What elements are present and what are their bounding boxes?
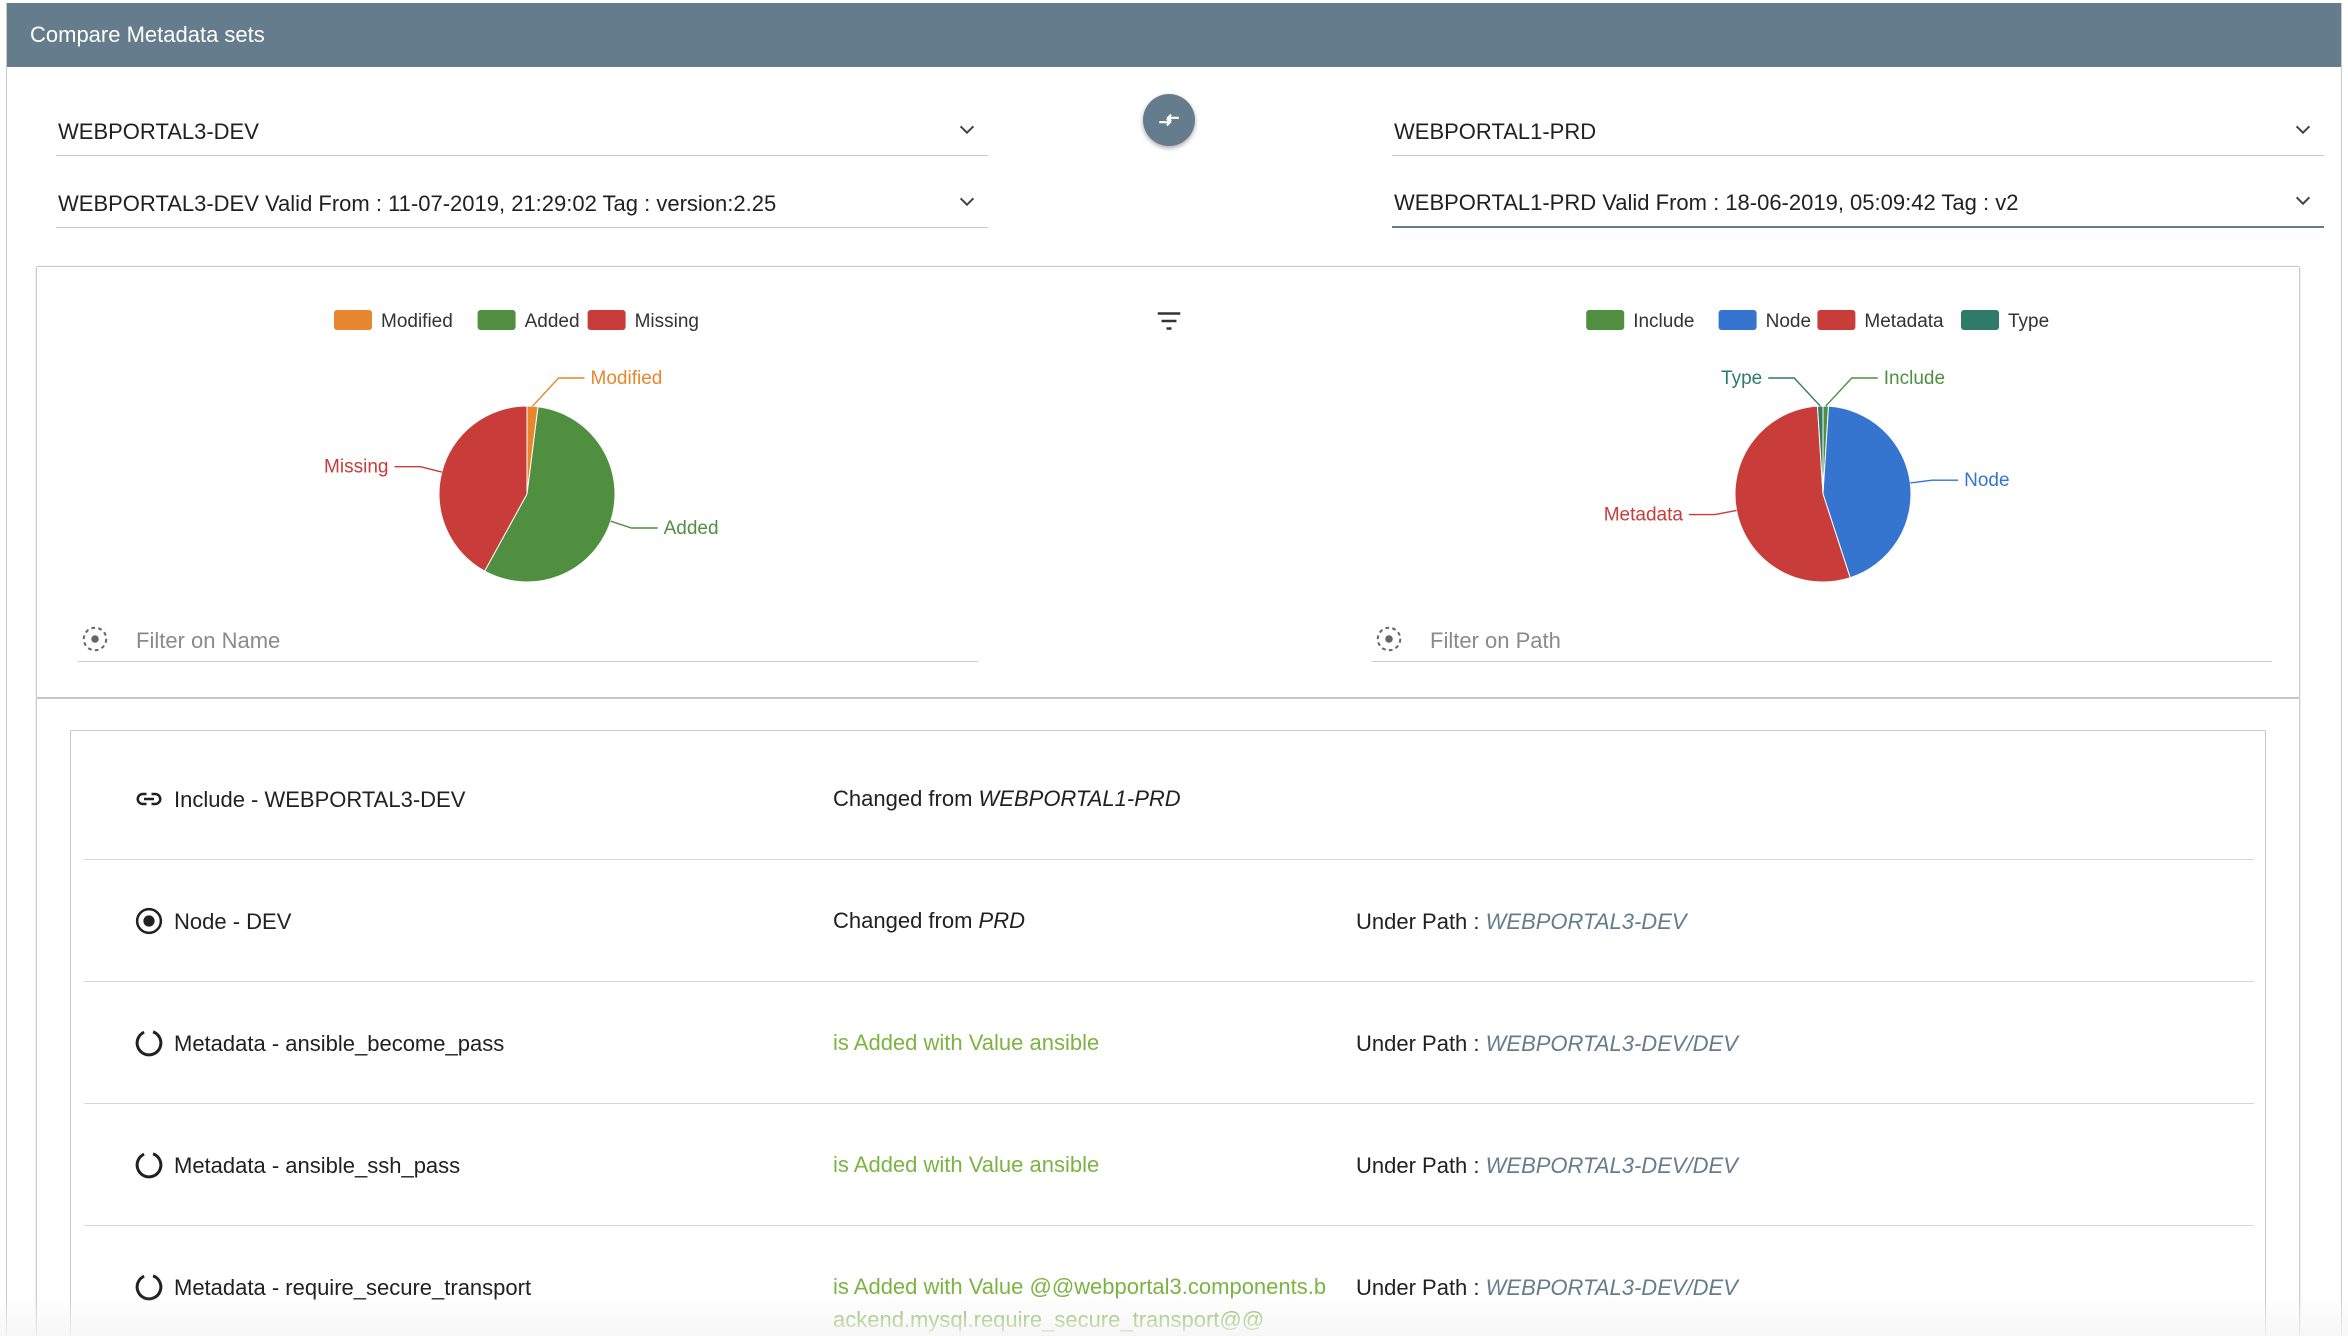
change-prefix: Changed from (833, 908, 979, 933)
legend-swatch-missing (587, 310, 626, 330)
target-dashed-icon (82, 626, 108, 652)
row-change: Changed from PRD (833, 904, 1333, 937)
pie-slice-node (1822, 405, 1912, 579)
path-value: WEBPORTAL3-DEV/DEV (1485, 1031, 1738, 1056)
callout-label-metadata: Metadata (1604, 505, 1684, 526)
row-change: is Added with Value ansible (833, 1152, 1100, 1177)
pie-slice-metadata (1734, 405, 1851, 583)
list-item[interactable]: Include - WEBPORTAL3-DEV Changed from WE… (84, 738, 2254, 860)
callout-line-missing (394, 465, 442, 473)
chevron-down-icon (2295, 125, 2311, 135)
legend-label-node: Node (1766, 311, 1811, 332)
legend-swatch-type (1961, 310, 1999, 330)
callout-line-modified (532, 377, 585, 407)
callout-label-node: Node (1964, 470, 2009, 491)
path-value: WEBPORTAL3-DEV/DEV (1485, 1153, 1738, 1178)
row-change: Changed from WEBPORTAL1-PRD (833, 782, 1333, 815)
path-value: WEBPORTAL3-DEV/DEV (1485, 1275, 1738, 1300)
row-title: Metadata - require_secure_transport (174, 1275, 532, 1300)
list-item[interactable]: Node - DEV Changed from PRD Under Path :… (84, 860, 2254, 982)
dialog-title: Compare Metadata sets (7, 3, 2341, 67)
callout-label-modified: Modified (591, 368, 663, 389)
legend-swatch-node (1718, 310, 1757, 330)
chevron-down-icon (959, 197, 975, 207)
path-label: Under Path : (1356, 1031, 1486, 1056)
swap-button[interactable] (1143, 94, 1195, 146)
right-version-value: WEBPORTAL1-PRD Valid From : 18-06-2019, … (1394, 190, 2019, 215)
path-label: Under Path : (1356, 909, 1486, 934)
right-environment-select[interactable]: WEBPORTAL1-PRD (1392, 100, 2324, 156)
legend-swatch-include (1586, 310, 1625, 330)
callout-line-added (610, 520, 658, 529)
legend-label-metadata: Metadata (1864, 311, 1944, 332)
link-icon (136, 792, 162, 806)
row-path: Under Path : WEBPORTAL3-DEV/DEV (1356, 1275, 1738, 1301)
chevron-down-icon (2295, 196, 2311, 206)
left-environment-select[interactable]: WEBPORTAL3-DEV (56, 100, 988, 156)
chevron-down-icon (959, 125, 975, 135)
row-change: is Added with Value @@webportal3.compone… (833, 1274, 1327, 1332)
row-title: Metadata - ansible_become_pass (174, 1031, 505, 1056)
legend-label-include: Include (1633, 311, 1694, 332)
swap-icon (1159, 113, 1179, 127)
loading-circle-icon (135, 1273, 163, 1301)
left-version-value: WEBPORTAL3-DEV Valid From : 11-07-2019, … (58, 191, 777, 216)
path-label: Under Path : (1356, 1153, 1486, 1178)
legend-label-missing: Missing (635, 311, 699, 332)
callout-line-node (1910, 479, 1959, 484)
change-value: PRD (978, 908, 1025, 933)
row-title: Include - WEBPORTAL3-DEV (174, 787, 466, 812)
row-path: Under Path : WEBPORTAL3-DEV/DEV (1356, 1031, 1738, 1057)
name-filter-field (78, 612, 978, 662)
callout-line-include (1825, 377, 1878, 407)
left-environment-value: WEBPORTAL3-DEV (58, 119, 259, 144)
row-path: Under Path : WEBPORTAL3-DEV (1356, 909, 1687, 935)
list-item[interactable]: Metadata - require_secure_transport is A… (84, 1226, 2254, 1336)
change-prefix: Changed from (833, 786, 979, 811)
row-title: Node - DEV (174, 909, 292, 934)
left-version-select[interactable]: WEBPORTAL3-DEV Valid From : 11-07-2019, … (56, 172, 988, 228)
callout-label-include: Include (1884, 368, 1945, 389)
name-filter-input[interactable] (136, 626, 836, 656)
callout-label-missing: Missing (324, 457, 388, 478)
callout-line-metadata (1688, 509, 1737, 516)
pie-slice-missing (438, 405, 528, 572)
loading-circle-icon (135, 1029, 163, 1057)
list-item[interactable]: Metadata - ansible_ssh_pass is Added wit… (84, 1104, 2254, 1226)
legend-label-added: Added (525, 311, 580, 332)
row-change: is Added with Value ansible (833, 1030, 1100, 1055)
path-label: Under Path : (1356, 1275, 1486, 1300)
right-environment-value: WEBPORTAL1-PRD (1394, 119, 1597, 144)
row-title: Metadata - ansible_ssh_pass (174, 1153, 461, 1178)
legend-label-type: Type (2008, 311, 2049, 332)
charts-layer: Modified Added Missing Modified Added Missing… (324, 310, 2049, 583)
differences-list (70, 730, 2266, 1336)
loading-circle-icon (135, 1151, 163, 1179)
list-item[interactable]: Metadata - ansible_become_pass is Added … (84, 982, 2254, 1104)
callout-label-type: Type (1721, 368, 1762, 389)
callout-line-type (1768, 377, 1821, 407)
radio-target-icon (135, 907, 163, 935)
row-path: Under Path : WEBPORTAL3-DEV/DEV (1356, 1153, 1738, 1179)
path-filter-field (1372, 612, 2272, 662)
path-value: WEBPORTAL3-DEV (1485, 909, 1687, 934)
right-version-select[interactable]: WEBPORTAL1-PRD Valid From : 18-06-2019, … (1392, 172, 2324, 228)
path-filter-input[interactable] (1430, 626, 2130, 656)
legend-label-modified: Modified (381, 311, 453, 332)
legend-swatch-metadata (1817, 310, 1856, 330)
legend-swatch-modified (334, 310, 372, 330)
target-dashed-icon (1376, 626, 1402, 652)
change-value: WEBPORTAL1-PRD (978, 786, 1181, 811)
callout-label-added: Added (664, 518, 719, 539)
legend-swatch-added (477, 310, 516, 330)
filter-icon[interactable] (1154, 306, 1184, 336)
